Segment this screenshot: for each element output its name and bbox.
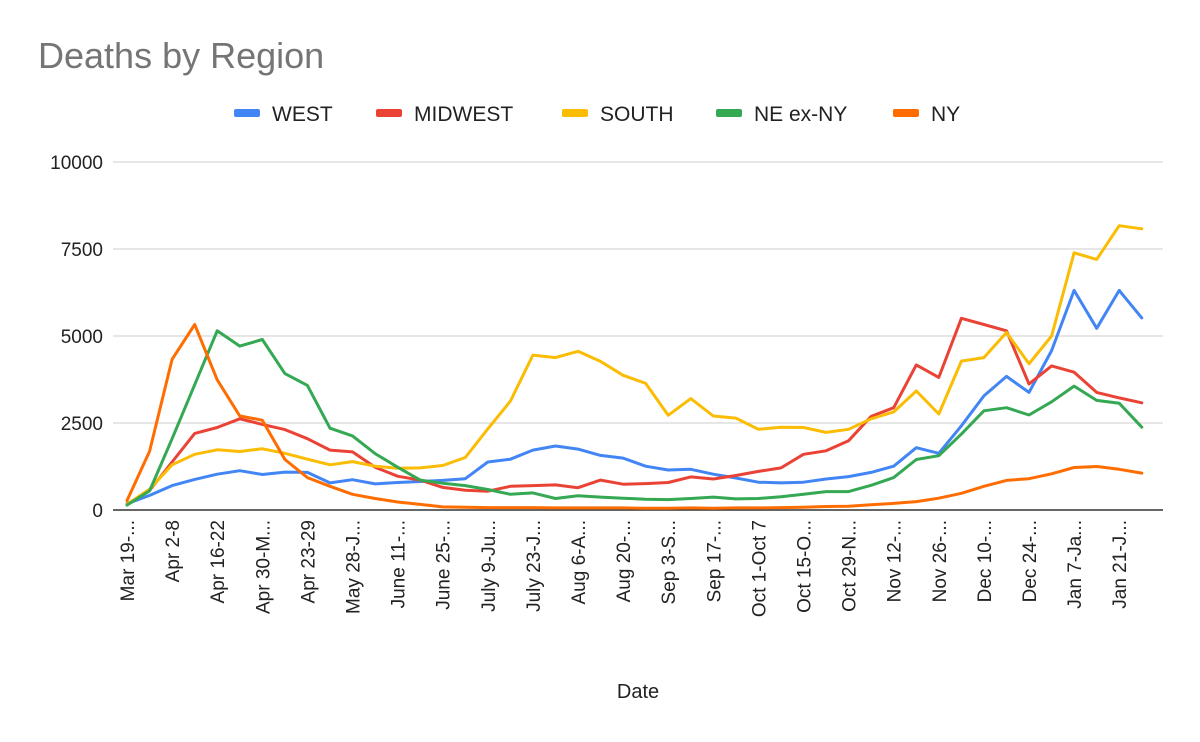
x-tick-label: Jan 21-J... bbox=[1110, 520, 1131, 609]
series-line-midwest bbox=[125, 316, 1144, 506]
x-tick-label: Oct 29-N... bbox=[840, 520, 861, 612]
gridlines bbox=[113, 161, 1163, 424]
x-tick-label: May 28-J... bbox=[344, 520, 365, 614]
x-tick-label: Sep 17-... bbox=[704, 520, 725, 602]
chart-title: Deaths by Region bbox=[38, 35, 324, 76]
x-tick-label: Sep 3-S... bbox=[659, 520, 680, 605]
y-tick-label: 2500 bbox=[61, 414, 103, 435]
y-tick-label: 5000 bbox=[61, 327, 103, 348]
x-tick-label: Dec 24-... bbox=[1020, 520, 1041, 602]
x-tick-label: June 25-... bbox=[434, 520, 455, 610]
x-tick-label: Nov 12-... bbox=[885, 520, 906, 602]
series-line-south bbox=[125, 224, 1144, 506]
x-tick-label: Apr 2-8 bbox=[163, 520, 184, 582]
x-tick-label: June 11-... bbox=[389, 520, 410, 608]
plot-lines bbox=[125, 224, 1144, 510]
legend-label: MIDWEST bbox=[414, 103, 513, 126]
x-tick-label: Apr 23-29 bbox=[298, 520, 319, 603]
legend-item: NY bbox=[893, 103, 960, 126]
legend-swatch bbox=[893, 109, 919, 117]
y-axis-ticks: 0 2500 5000 7500 10000 bbox=[50, 153, 103, 522]
y-tick-label: 10000 bbox=[50, 153, 103, 174]
legend-swatch bbox=[234, 109, 260, 117]
x-tick-label: Apr 16-22 bbox=[208, 520, 229, 603]
x-tick-label: Nov 26-... bbox=[930, 520, 951, 602]
y-tick-label: 0 bbox=[92, 501, 103, 522]
legend-item: NE ex-NY bbox=[716, 103, 847, 126]
series-line-west bbox=[125, 288, 1144, 506]
legend-label: NE ex-NY bbox=[754, 103, 847, 126]
x-tick-label: Jan 7-Ja... bbox=[1065, 520, 1086, 609]
x-tick-label: Oct 1-Oct 7 bbox=[749, 520, 770, 617]
x-tick-label: July 9-Ju... bbox=[479, 520, 500, 612]
legend-label: WEST bbox=[272, 103, 333, 126]
legend: WEST MIDWEST SOUTH NE ex-NY NY bbox=[234, 103, 960, 126]
legend-item: WEST bbox=[234, 103, 333, 126]
legend-item: SOUTH bbox=[562, 103, 674, 126]
x-tick-label: Mar 19-... bbox=[118, 520, 139, 601]
series-line-ne-ex-ny bbox=[125, 329, 1144, 507]
series-line-ny bbox=[125, 323, 1144, 510]
legend-swatch bbox=[376, 109, 402, 117]
legend-label: NY bbox=[931, 103, 960, 126]
x-tick-label: Aug 20-... bbox=[614, 520, 635, 602]
x-tick-label: Apr 30-M... bbox=[253, 520, 274, 614]
x-tick-label: July 23-J... bbox=[524, 520, 545, 612]
legend-swatch bbox=[562, 109, 588, 117]
y-tick-label: 7500 bbox=[61, 240, 103, 261]
x-tick-label: Aug 6-A... bbox=[569, 520, 590, 605]
legend-label: SOUTH bbox=[600, 103, 674, 126]
x-axis-label: Date bbox=[617, 681, 659, 703]
legend-item: MIDWEST bbox=[376, 103, 513, 126]
x-axis-ticks: Mar 19-... Apr 2-8 Apr 16-22 Apr 30-M... Apr… bbox=[118, 520, 1131, 617]
x-tick-label: Dec 10-... bbox=[975, 520, 996, 602]
legend-swatch bbox=[716, 109, 742, 117]
x-tick-label: Oct 15-O... bbox=[795, 520, 816, 613]
